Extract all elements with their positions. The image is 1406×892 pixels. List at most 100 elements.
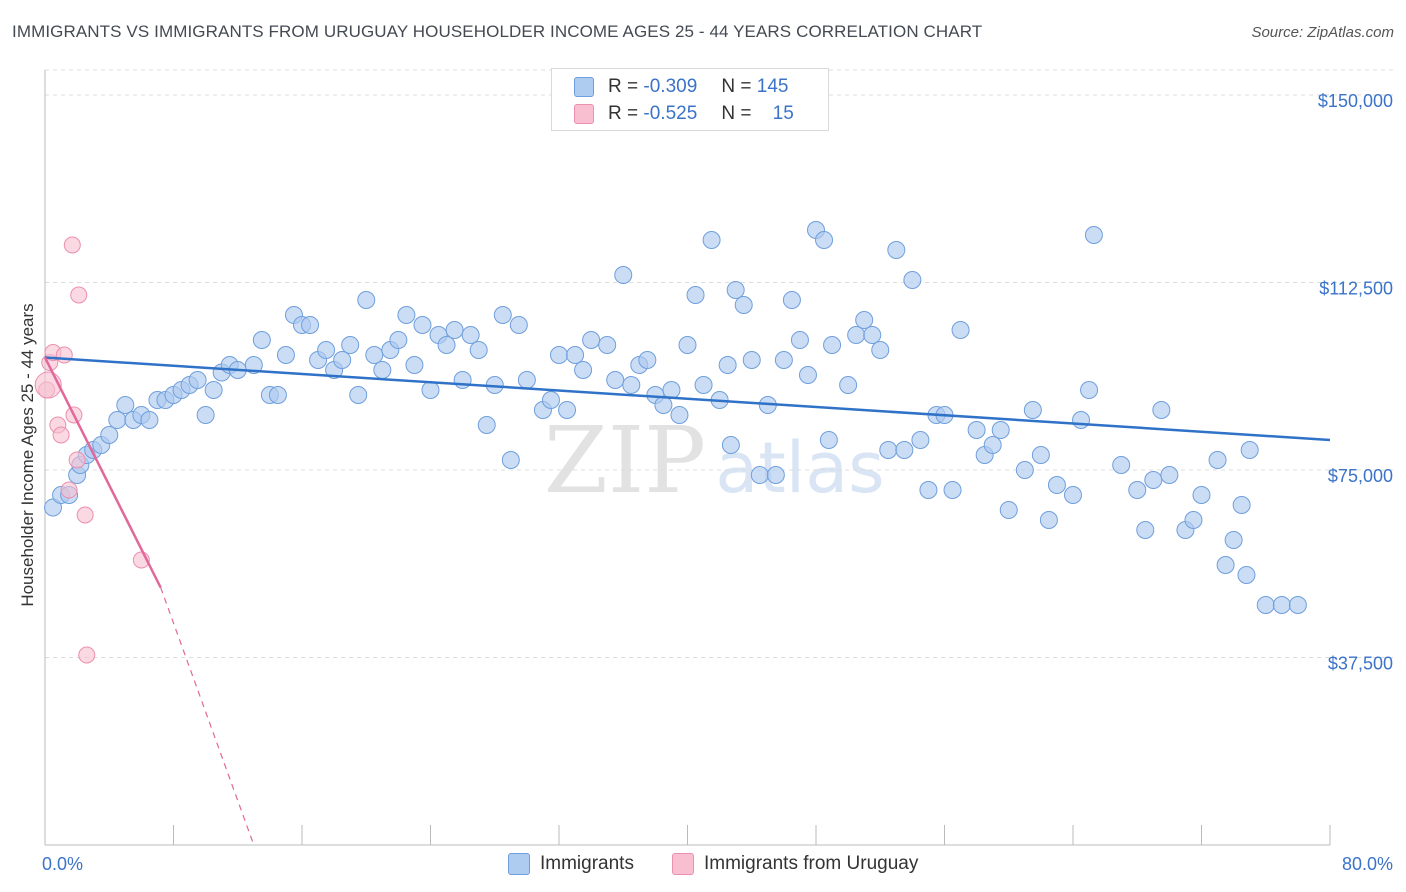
immigrants-point [1160, 466, 1179, 484]
y-tick-label: $37,500 [1328, 654, 1393, 674]
immigrants-point [357, 291, 376, 309]
bottom-legend-uruguay: Immigrants from Uruguay [672, 851, 918, 877]
immigrants-point [204, 381, 223, 399]
uruguay-trendline [43, 356, 162, 589]
legend-row-immigrants: R = -0.309 N = 145 [574, 74, 788, 100]
immigrants-point [638, 351, 657, 369]
immigrants-point [405, 356, 424, 374]
immigrants-point [453, 371, 472, 389]
bottom-legend-label: Immigrants from Uruguay [704, 853, 919, 874]
immigrants-point [951, 321, 970, 339]
immigrants-point [244, 356, 263, 374]
immigrants-point [437, 336, 456, 354]
immigrants-point [879, 441, 898, 459]
bottom-legend-label: Immigrants [540, 853, 634, 874]
correlation-legend: R = -0.309 N = 145 R = -0.525 N = 15 [551, 68, 829, 131]
x-tick-label: 0.0% [42, 854, 83, 874]
immigrants-point [1072, 411, 1091, 429]
immigrants-point [678, 336, 697, 354]
immigrants-point [252, 331, 271, 349]
uruguay-trendline-extension [160, 587, 255, 846]
immigrants-point [501, 451, 520, 469]
immigrants-point [301, 316, 320, 334]
immigrants-point [983, 436, 1002, 454]
immigrants-point [1144, 471, 1163, 489]
legend-row-uruguay: R = -0.525 N = 15 [574, 101, 794, 127]
immigrants-point [276, 346, 295, 364]
immigrants-point [1272, 596, 1291, 614]
immigrants-point [734, 296, 753, 314]
immigrants-point [1047, 476, 1066, 494]
immigrants-point [349, 386, 368, 404]
immigrants-point [654, 396, 673, 414]
immigrants-point [558, 401, 577, 419]
immigrants-point [895, 441, 914, 459]
immigrants-point [574, 361, 593, 379]
legend-r-value: -0.525 [643, 103, 698, 124]
immigrants-point [493, 306, 512, 324]
legend-r-value: -0.309 [643, 76, 698, 97]
immigrants-point [1084, 226, 1103, 244]
legend-n-label: N = [721, 103, 752, 124]
immigrants-point [694, 376, 713, 394]
y-tick-label: $112,500 [1319, 279, 1393, 299]
y-axis-label: Householder Income Ages 25 - 44 years [18, 303, 37, 606]
uruguay-point [60, 481, 78, 499]
source-credit: Source: ZipAtlas.com [1251, 24, 1394, 41]
immigrants-point [477, 416, 496, 434]
legend-n-value: 15 [772, 103, 794, 124]
immigrants-point [1184, 511, 1203, 529]
immigrants-point [1039, 511, 1058, 529]
bottom-legend-swatch-blue [508, 853, 530, 875]
immigrants-point [750, 466, 769, 484]
immigrants-point [622, 376, 641, 394]
legend-swatch-pink [574, 104, 594, 124]
immigrants-point [188, 371, 207, 389]
legend-n-value: 145 [756, 76, 789, 97]
immigrants-point [389, 331, 408, 349]
immigrants-point [1232, 496, 1251, 514]
watermark-zip: ZIP [544, 407, 706, 514]
immigrants-point [919, 481, 938, 499]
bottom-legend-swatch-pink [672, 853, 694, 875]
immigrants-point [1136, 521, 1155, 539]
immigrants-point [1031, 446, 1050, 464]
uruguay-point [34, 371, 62, 399]
immigrants-point [461, 326, 480, 344]
immigrants-point [100, 426, 119, 444]
immigrants-point [943, 481, 962, 499]
immigrants-point [726, 281, 745, 299]
immigrants-point [541, 391, 560, 409]
immigrants-point [1240, 441, 1259, 459]
chart-title: IMMIGRANTS VS IMMIGRANTS FROM URUGUAY HO… [12, 22, 983, 41]
immigrants-point [566, 346, 585, 364]
immigrants-point [1015, 461, 1034, 479]
immigrants-point [614, 266, 633, 284]
immigrants-point [333, 351, 352, 369]
immigrants-point [798, 366, 817, 384]
immigrants-point [1237, 566, 1256, 584]
immigrants-point [1192, 486, 1211, 504]
immigrants-point [991, 421, 1010, 439]
immigrants-point [108, 411, 127, 429]
immigrants-point [662, 381, 681, 399]
uruguay-point [70, 286, 88, 304]
immigrants-point [721, 436, 740, 454]
immigrants-point [855, 311, 874, 329]
immigrants-point [1112, 456, 1131, 474]
legend-swatch-blue [574, 77, 594, 97]
x-tick-label: 80.0% [1342, 854, 1393, 874]
immigrants-point [903, 271, 922, 289]
immigrants-point [702, 231, 721, 249]
uruguay-point [63, 236, 81, 254]
legend-n-label: N = [721, 76, 752, 97]
immigrants-point [1064, 486, 1082, 504]
immigrants-point [413, 316, 432, 334]
immigrants-point [1216, 556, 1235, 574]
immigrants-point [1152, 401, 1171, 419]
immigrants-point [445, 321, 464, 339]
uruguay-point [55, 346, 73, 364]
immigrants-point [718, 356, 737, 374]
immigrants-point [196, 406, 215, 424]
immigrants-point [317, 341, 336, 359]
